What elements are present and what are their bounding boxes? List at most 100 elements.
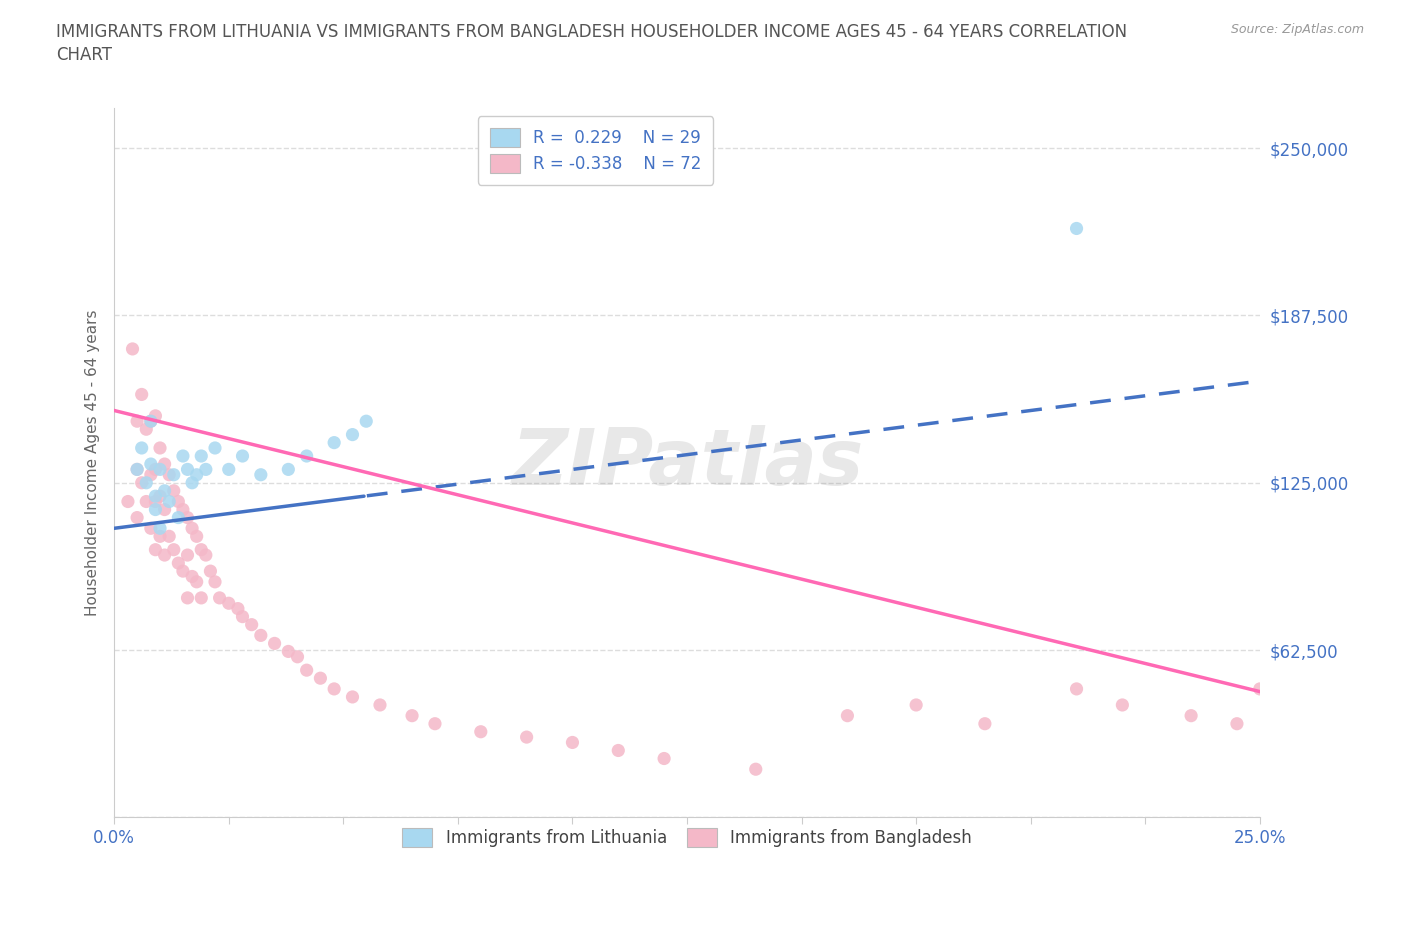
Text: ZIPatlas: ZIPatlas <box>510 425 863 500</box>
Point <box>837 709 859 724</box>
Point <box>176 591 198 605</box>
Point <box>167 555 190 570</box>
Point <box>131 387 153 402</box>
Point <box>127 511 149 525</box>
Point <box>745 762 768 777</box>
Point <box>149 441 172 456</box>
Point <box>145 494 167 509</box>
Point <box>295 448 318 463</box>
Text: CHART: CHART <box>56 46 112 64</box>
Point <box>287 649 309 664</box>
Point <box>190 591 212 605</box>
Point <box>905 698 928 712</box>
Point <box>139 521 162 536</box>
Point <box>127 462 149 477</box>
Point <box>342 427 364 442</box>
Point <box>167 494 190 509</box>
Point <box>250 628 273 643</box>
Point <box>423 716 446 731</box>
Point <box>263 636 285 651</box>
Point <box>172 502 194 517</box>
Point <box>163 542 186 557</box>
Point <box>240 618 263 632</box>
Point <box>309 671 332 685</box>
Point <box>401 709 423 724</box>
Point <box>1066 221 1088 236</box>
Point <box>973 716 995 731</box>
Point <box>172 448 194 463</box>
Point <box>516 730 538 745</box>
Point <box>181 569 204 584</box>
Point <box>167 511 190 525</box>
Point <box>153 548 176 563</box>
Point <box>163 467 186 482</box>
Point <box>295 663 318 678</box>
Point <box>153 502 176 517</box>
Point <box>186 467 208 482</box>
Point <box>368 698 391 712</box>
Point <box>194 548 217 563</box>
Point <box>607 743 630 758</box>
Point <box>561 735 583 750</box>
Point <box>145 502 167 517</box>
Text: IMMIGRANTS FROM LITHUANIA VS IMMIGRANTS FROM BANGLADESH HOUSEHOLDER INCOME AGES : IMMIGRANTS FROM LITHUANIA VS IMMIGRANTS … <box>56 23 1128 41</box>
Point <box>470 724 492 739</box>
Point <box>145 542 167 557</box>
Point <box>176 462 198 477</box>
Text: Source: ZipAtlas.com: Source: ZipAtlas.com <box>1230 23 1364 36</box>
Point <box>323 682 346 697</box>
Point <box>135 422 157 437</box>
Point <box>127 462 149 477</box>
Point <box>200 564 222 578</box>
Point <box>172 564 194 578</box>
Point <box>1249 682 1271 697</box>
Point <box>186 529 208 544</box>
Point <box>204 441 226 456</box>
Point <box>139 457 162 472</box>
Point <box>186 575 208 590</box>
Point <box>190 542 212 557</box>
Point <box>153 484 176 498</box>
Point <box>218 462 240 477</box>
Point <box>149 489 172 504</box>
Point <box>139 467 162 482</box>
Point <box>121 341 143 356</box>
Point <box>139 414 162 429</box>
Point <box>226 601 249 616</box>
Point <box>163 484 186 498</box>
Point <box>323 435 346 450</box>
Point <box>153 457 176 472</box>
Point <box>145 489 167 504</box>
Point <box>190 448 212 463</box>
Point <box>149 529 172 544</box>
Point <box>149 521 172 536</box>
Point <box>204 575 226 590</box>
Point <box>157 529 180 544</box>
Point <box>277 462 299 477</box>
Point <box>1226 716 1249 731</box>
Point <box>127 414 149 429</box>
Point <box>277 644 299 658</box>
Point <box>354 414 377 429</box>
Legend: Immigrants from Lithuania, Immigrants from Bangladesh: Immigrants from Lithuania, Immigrants fr… <box>391 817 984 858</box>
Point <box>231 609 253 624</box>
Point <box>218 596 240 611</box>
Y-axis label: Householder Income Ages 45 - 64 years: Householder Income Ages 45 - 64 years <box>86 310 100 616</box>
Point <box>231 448 253 463</box>
Point <box>145 462 167 477</box>
Point <box>157 494 180 509</box>
Point <box>131 475 153 490</box>
Point <box>176 511 198 525</box>
Point <box>208 591 231 605</box>
Point <box>1066 682 1088 697</box>
Point <box>1111 698 1133 712</box>
Point <box>145 408 167 423</box>
Point <box>181 521 204 536</box>
Point <box>181 475 204 490</box>
Point <box>117 494 139 509</box>
Point <box>250 467 273 482</box>
Point <box>1180 709 1202 724</box>
Point <box>149 462 172 477</box>
Point <box>135 494 157 509</box>
Point <box>342 689 364 704</box>
